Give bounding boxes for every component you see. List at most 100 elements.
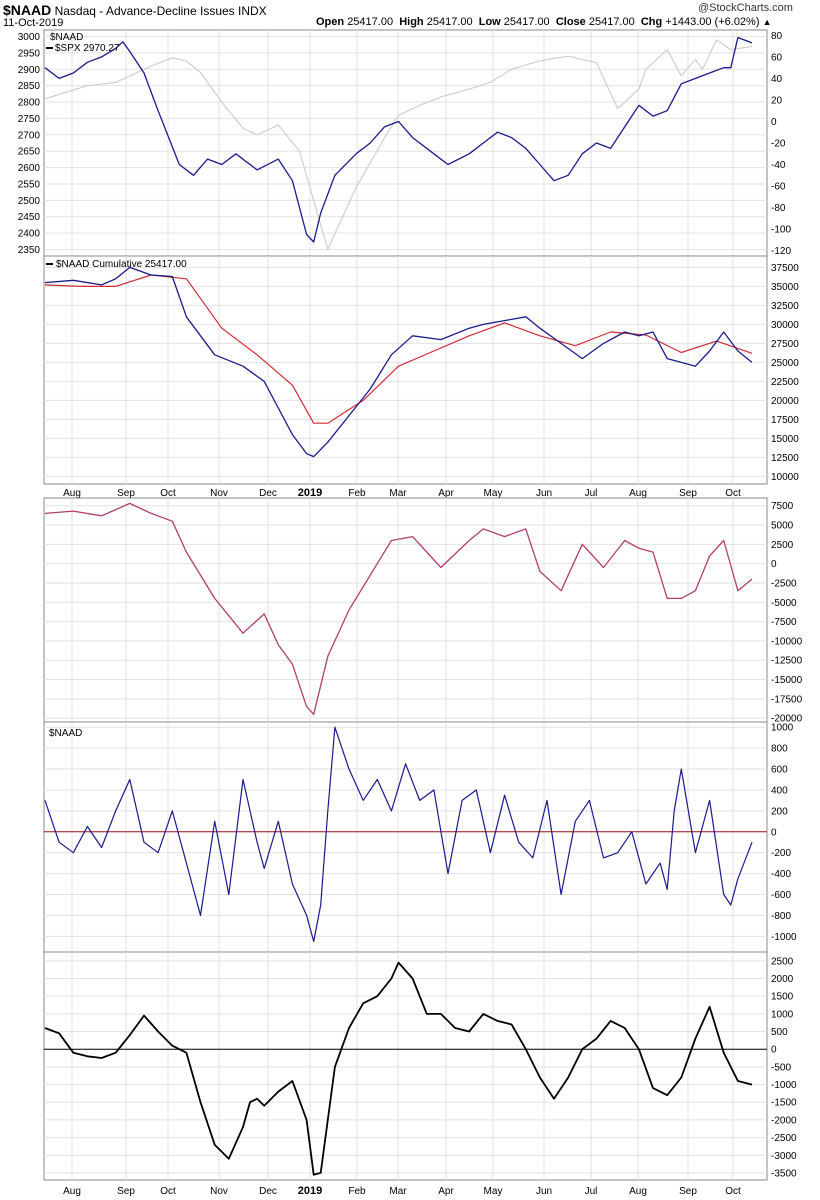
y-tick-label-right: -400 — [771, 869, 791, 880]
y-tick-label-right: -100 — [771, 225, 791, 236]
y-tick-label-right: 2000 — [771, 974, 794, 985]
symbol-description: Nasdaq - Advance-Decline Issues INDX — [54, 4, 267, 18]
y-tick-label-left: 2800 — [18, 98, 41, 109]
x-tick-label: 2019 — [298, 487, 322, 499]
y-tick-label-left: 2500 — [18, 196, 41, 207]
y-tick-label-right: -600 — [771, 890, 791, 901]
y-tick-label-right: 37500 — [771, 263, 799, 274]
naad-series-line — [44, 36, 753, 243]
y-tick-label-left: 2350 — [18, 245, 41, 256]
y-tick-label-left: 2400 — [18, 229, 41, 240]
x-tick-label: Aug — [629, 1186, 647, 1197]
y-tick-label-right: -2500 — [771, 578, 797, 589]
y-tick-label-right: -20000 — [771, 714, 803, 725]
y-tick-label-right: -5000 — [771, 598, 797, 609]
x-tick-label: Feb — [348, 1186, 366, 1197]
x-tick-label: May — [484, 488, 503, 499]
high-label: High — [399, 16, 424, 28]
x-tick-label: Nov — [210, 488, 228, 499]
y-tick-label-right: 22500 — [771, 377, 799, 388]
y-tick-label-right: -15000 — [771, 675, 803, 686]
y-tick-label-right: -120 — [771, 246, 791, 257]
chart-date: 11-Oct-2019 — [3, 17, 64, 29]
x-tick-label: Jun — [536, 488, 552, 499]
legend-cumulative: $NAAD Cumulative 25417.00 — [56, 259, 187, 270]
y-tick-label-right: -2000 — [771, 1115, 797, 1126]
y-tick-label-right: 200 — [771, 806, 788, 817]
spx-series-line — [44, 39, 753, 250]
y-tick-label-right: 1000 — [771, 723, 794, 734]
y-tick-label-right: -800 — [771, 911, 791, 922]
y-tick-label-right: 2500 — [771, 540, 794, 551]
panel-frame-2 — [43, 255, 768, 485]
x-tick-label: 2019 — [298, 1185, 322, 1197]
y-tick-label-right: 12500 — [771, 453, 799, 464]
y-tick-label-right: 15000 — [771, 434, 799, 445]
watermark: @StockCharts.com — [698, 2, 793, 14]
x-tick-label: Sep — [679, 1186, 697, 1197]
legend-naad-daily: $NAAD — [49, 728, 82, 739]
x-tick-label: Aug — [63, 1186, 81, 1197]
y-tick-label-right: -200 — [771, 848, 791, 859]
y-tick-label-right: 800 — [771, 744, 788, 755]
y-tick-label-right: 500 — [771, 1027, 788, 1038]
x-tick-label: Oct — [725, 1186, 741, 1197]
y-tick-label-right: 0 — [771, 559, 777, 570]
x-tick-label: Dec — [259, 1186, 277, 1197]
y-tick-label-right: 0 — [771, 1045, 777, 1056]
chart-header: $NAAD Nasdaq - Advance-Decline Issues IN… — [3, 2, 267, 18]
y-tick-label-right: -40 — [771, 160, 786, 171]
y-tick-label-left: 2450 — [18, 212, 41, 223]
y-tick-label-right: 32500 — [771, 301, 799, 312]
y-tick-label-right: 20 — [771, 95, 783, 106]
y-tick-label-right: -20 — [771, 139, 786, 150]
y-tick-label-left: 2650 — [18, 147, 41, 158]
y-tick-label-left: 3000 — [18, 32, 41, 43]
y-tick-label-left: 2600 — [18, 163, 41, 174]
triangle-up-icon: ▲ — [762, 17, 772, 27]
panel-frame-4 — [43, 721, 768, 953]
x-tick-label: Oct — [160, 1186, 176, 1197]
y-tick-label-right: -3000 — [771, 1151, 797, 1162]
chg-label: Chg — [640, 16, 663, 28]
ohlc-readout: Open 25417.00 High 25417.00 Low 25417.00… — [316, 16, 771, 28]
x-tick-label: Sep — [117, 1186, 135, 1197]
y-tick-label-right: 2500 — [771, 956, 794, 967]
y-tick-label-right: 1000 — [771, 1009, 794, 1020]
y-tick-label-right: -3500 — [771, 1168, 797, 1179]
y-tick-label-right: 35000 — [771, 282, 799, 293]
x-tick-label: Oct — [160, 488, 176, 499]
y-tick-label-left: 2700 — [18, 130, 41, 141]
x-tick-label: Jun — [536, 1186, 552, 1197]
y-tick-label-right: 5000 — [771, 521, 794, 532]
y-tick-label-right: 600 — [771, 765, 788, 776]
y-tick-label-left: 2850 — [18, 81, 41, 92]
y-tick-label-right: 60 — [771, 52, 783, 63]
y-tick-label-right: 17500 — [771, 415, 799, 426]
y-tick-label-right: -1000 — [771, 932, 797, 943]
y-tick-label-right: 400 — [771, 785, 788, 796]
y-tick-label-left: 2900 — [18, 65, 41, 76]
x-tick-label: Apr — [438, 1186, 454, 1197]
open-value: 25417.00 — [347, 16, 394, 28]
y-tick-label-right: -12500 — [771, 656, 803, 667]
close-label: Close — [555, 16, 586, 28]
open-label: Open — [316, 16, 345, 28]
y-tick-label-right: -80 — [771, 203, 786, 214]
x-tick-label: Mar — [389, 488, 407, 499]
y-tick-label-right: -1500 — [771, 1098, 797, 1109]
y-tick-label-right: 0 — [771, 827, 777, 838]
x-tick-label: Aug — [63, 488, 81, 499]
y-tick-label-left: 2750 — [18, 114, 41, 125]
x-tick-label: Feb — [348, 488, 366, 499]
y-tick-label-right: -500 — [771, 1062, 791, 1073]
y-tick-label-right: -1000 — [771, 1080, 797, 1091]
y-tick-label-right: -2500 — [771, 1133, 797, 1144]
x-tick-label: Jul — [585, 1186, 598, 1197]
y-tick-label-right: 30000 — [771, 320, 799, 331]
chg-value: +1443.00 (+6.02%) — [665, 16, 760, 28]
x-tick-label: Apr — [438, 488, 454, 499]
indicator-series-line — [44, 502, 753, 715]
y-tick-label-right: 80 — [771, 31, 783, 42]
y-tick-label-left: 2550 — [18, 179, 41, 190]
